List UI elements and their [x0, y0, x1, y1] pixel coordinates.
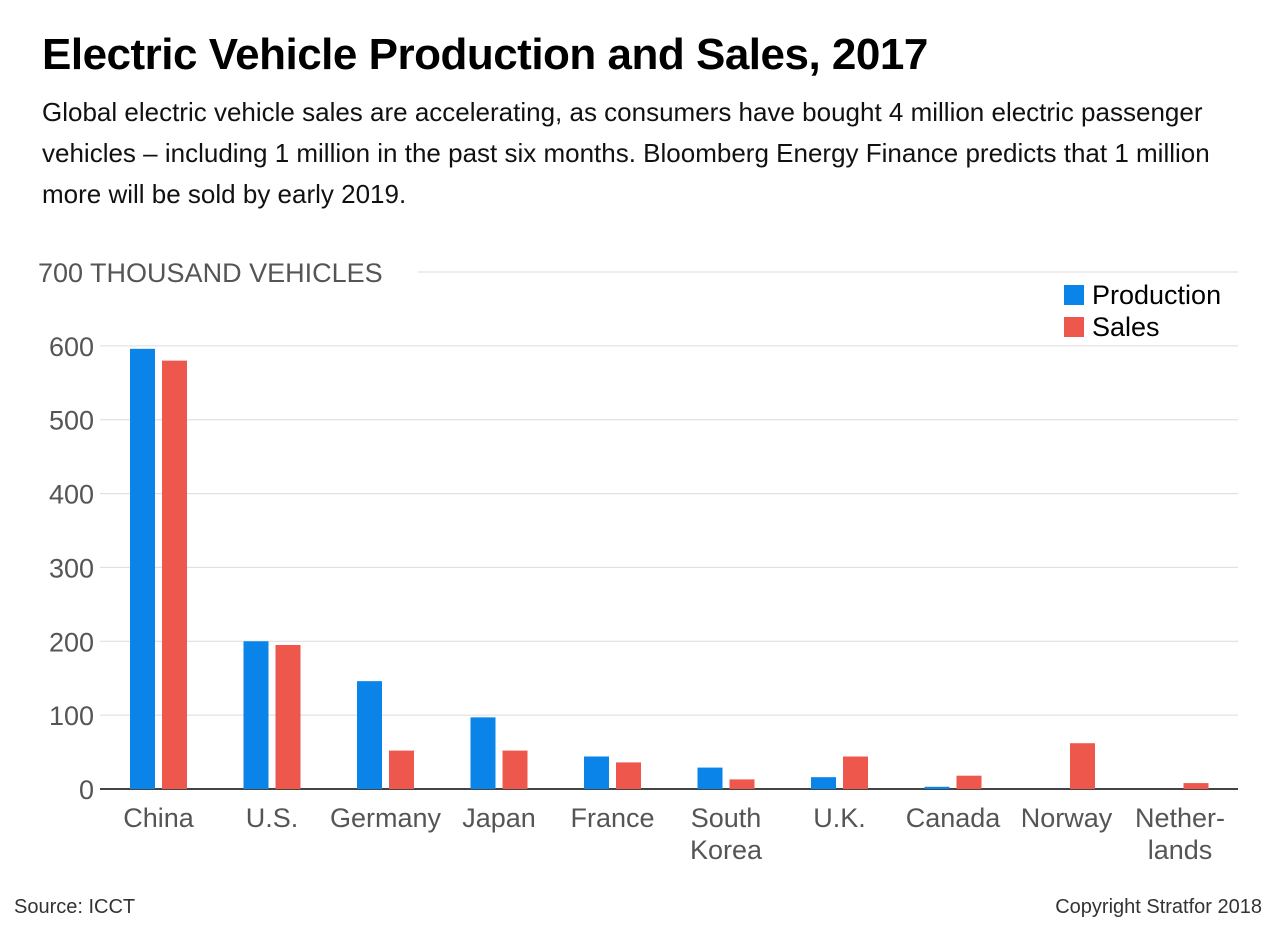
chart-title: Electric Vehicle Production and Sales, 2… [42, 30, 928, 79]
bar-production [357, 681, 382, 789]
bar-production [697, 767, 723, 789]
y-axis-label: 700 THOUSAND VEHICLES [38, 258, 383, 288]
copyright-note: Copyright Stratfor 2018 [1055, 896, 1262, 918]
bar-sales [162, 360, 187, 789]
bar-sales [843, 756, 868, 789]
x-tick-label: Canada [906, 803, 1002, 833]
bar-production [584, 756, 609, 789]
x-tick-label: Nether-lands [1135, 803, 1225, 865]
x-tick-label: U.S. [246, 803, 299, 833]
legend-swatch-production [1064, 285, 1084, 305]
bar-production [243, 641, 269, 789]
legend-label-production: Production [1092, 280, 1221, 310]
bar-sales [729, 779, 755, 789]
bar-sales [502, 750, 528, 789]
bar-production [811, 777, 836, 789]
y-tick-label: 100 [49, 701, 94, 731]
legend-swatch-sales [1064, 317, 1084, 337]
y-tick-label: 300 [49, 553, 94, 583]
source-note: Source: ICCT [14, 896, 136, 918]
bar-sales [1183, 783, 1209, 789]
bar-production [470, 717, 496, 789]
bar-sales [389, 750, 414, 789]
x-tick-label: China [123, 803, 195, 833]
x-tick-label: Norway [1021, 803, 1113, 833]
x-tick-label: France [570, 803, 654, 833]
bar-sales [1070, 743, 1095, 789]
y-tick-label: 600 [49, 332, 94, 362]
chart-subtitle: Global electric vehicle sales are accele… [42, 97, 1210, 209]
bar-production [924, 786, 950, 789]
x-tick-label: U.K. [813, 803, 866, 833]
y-tick-label: 0 [79, 775, 94, 805]
bar-sales [956, 775, 982, 789]
bar-production [130, 348, 155, 789]
bar-sales [616, 762, 641, 789]
y-tick-label: 500 [49, 406, 94, 436]
x-tick-label: Japan [462, 803, 536, 833]
bar-sales [275, 644, 301, 789]
y-tick-label: 400 [49, 480, 94, 510]
x-tick-label: Germany [330, 803, 442, 833]
x-tick-label: South Korea [690, 803, 763, 865]
y-tick-label: 200 [49, 627, 94, 657]
legend-label-sales: Sales [1092, 312, 1160, 342]
